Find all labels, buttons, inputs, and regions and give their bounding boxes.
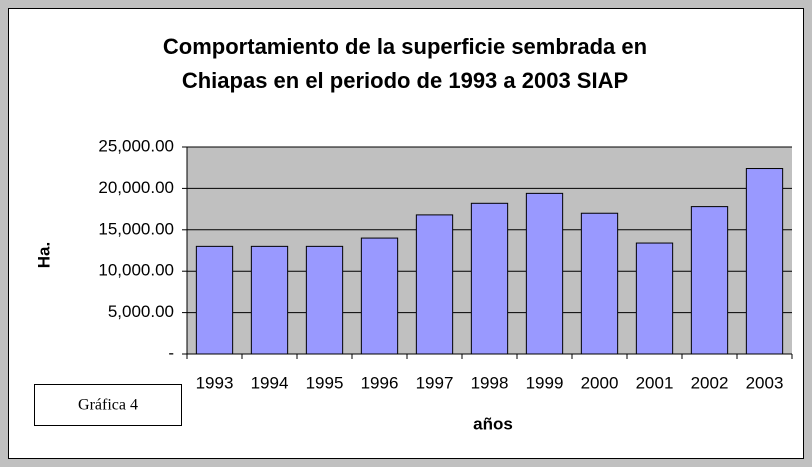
y-tick-label: 10,000.00 xyxy=(98,261,174,280)
y-tick-label: 25,000.00 xyxy=(98,136,174,155)
bar xyxy=(250,245,289,355)
y-tick-label: 20,000.00 xyxy=(98,178,174,197)
bar xyxy=(305,245,344,355)
bar xyxy=(470,202,509,355)
y-tick-label: 15,000.00 xyxy=(98,219,174,238)
chart-title: Comportamiento de la superficie sembrada… xyxy=(163,34,647,59)
chart-title: Chiapas en el periodo de 1993 a 2003 SIA… xyxy=(182,68,628,93)
x-tick-label: 1995 xyxy=(306,373,344,392)
x-tick-label: 2000 xyxy=(581,373,619,392)
bar xyxy=(360,237,399,355)
bar xyxy=(525,192,564,355)
y-axis-title: Ha. xyxy=(34,242,53,268)
x-tick-label: 1998 xyxy=(471,373,509,392)
bar xyxy=(635,242,674,355)
x-tick-label: 1997 xyxy=(416,373,454,392)
x-axis-title: años xyxy=(473,414,513,433)
x-tick-label: 1996 xyxy=(361,373,399,392)
y-tick-label: 5,000.00 xyxy=(108,302,174,321)
x-tick-label: 1993 xyxy=(196,373,234,392)
x-tick-label: 2002 xyxy=(691,373,729,392)
x-tick-label: 1999 xyxy=(526,373,564,392)
bar xyxy=(690,206,729,355)
x-tick-label: 2003 xyxy=(746,373,784,392)
bar xyxy=(195,245,234,355)
x-tick-label: 2001 xyxy=(636,373,674,392)
y-tick-label: - xyxy=(168,343,174,362)
bar xyxy=(580,212,619,355)
annotation-box xyxy=(34,384,182,426)
annotation: Gráfica 4 xyxy=(78,397,138,414)
bar xyxy=(415,214,454,355)
bar xyxy=(745,168,784,355)
x-tick-label: 1994 xyxy=(251,373,289,392)
